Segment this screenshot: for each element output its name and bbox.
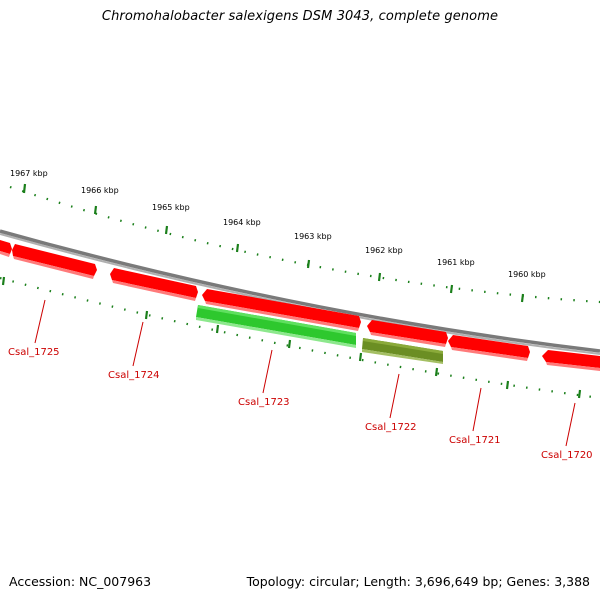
gene-label-csal-1721: Csal_1721 bbox=[449, 435, 501, 446]
gene-shape-csal-1726 bbox=[0, 240, 12, 254]
gene-label-csal-1724: Csal_1724 bbox=[108, 370, 160, 381]
gene-label-csal-1720: Csal_1720 bbox=[541, 450, 593, 461]
lower-scale-ticks bbox=[0, 276, 600, 400]
callout-csal-1720 bbox=[565, 402, 576, 447]
gene-shape-csal-1720-shadow bbox=[546, 362, 600, 371]
scale-labels: 1967 kbp 1966 kbp 1965 kbp 1964 kbp 1963… bbox=[10, 169, 546, 279]
reverse-genes bbox=[196, 305, 443, 364]
scale-label-1963: 1963 kbp bbox=[294, 232, 332, 241]
gene-shape-csal-1724-shadow bbox=[112, 280, 196, 301]
gene-shape-csal-1722-shadow bbox=[362, 349, 443, 364]
gene-shape-csal-1725-shadow bbox=[13, 256, 94, 279]
gene-callouts bbox=[34, 299, 576, 447]
genome-summary-text: Topology: circular; Length: 3,696,649 bp… bbox=[246, 574, 590, 589]
gene-label-csal-1725: Csal_1725 bbox=[8, 347, 60, 358]
scale-label-1960: 1960 kbp bbox=[508, 270, 546, 279]
gene-shape-csal-1725 bbox=[12, 244, 97, 276]
callout-csal-1721 bbox=[472, 387, 482, 432]
accession-text: Accession: NC_007963 bbox=[9, 574, 152, 589]
gene-shape-csal-1723-fwd-shadow bbox=[205, 301, 359, 331]
gene-shape-csal-1724 bbox=[110, 268, 198, 298]
gene-shape-csal-1723-fwd bbox=[202, 289, 361, 328]
gene-shape-csal-1720 bbox=[542, 350, 600, 368]
upper-scale-ticks bbox=[9, 185, 600, 304]
backbone bbox=[0, 229, 600, 353]
gene-shape-csal-1723-highlight bbox=[198, 305, 356, 336]
lower-major-ticks bbox=[1, 276, 582, 399]
callout-csal-1725 bbox=[34, 299, 46, 344]
upper-major-ticks bbox=[22, 183, 525, 303]
gene-shape-csal-1721 bbox=[448, 335, 530, 358]
map-title: Chromohalobacter salexigens DSM 3043, co… bbox=[101, 9, 499, 24]
callout-csal-1723 bbox=[262, 349, 273, 394]
callout-csal-1722 bbox=[389, 373, 400, 419]
scale-label-1964: 1964 kbp bbox=[223, 218, 261, 227]
gene-shape-csal-1722-fwd bbox=[367, 320, 448, 344]
scale-label-1966: 1966 kbp bbox=[81, 186, 119, 195]
gene-labels: Csal_1725 Csal_1724 Csal_1723 Csal_1722 … bbox=[8, 347, 593, 461]
gene-shape-csal-1723-shadow bbox=[196, 317, 356, 348]
gene-shape-csal-1722-highlight bbox=[363, 338, 443, 354]
gene-label-csal-1723: Csal_1723 bbox=[238, 397, 290, 408]
forward-genes bbox=[0, 240, 600, 371]
scale-label-1967: 1967 kbp bbox=[10, 169, 48, 178]
scale-label-1962: 1962 kbp bbox=[365, 246, 403, 255]
gene-shape-csal-1721-shadow bbox=[451, 347, 528, 361]
scale-label-1965: 1965 kbp bbox=[152, 203, 190, 212]
gene-shape-csal-1726-shadow bbox=[0, 251, 10, 257]
gene-label-csal-1722: Csal_1722 bbox=[365, 422, 417, 433]
callout-csal-1724 bbox=[132, 321, 144, 367]
scale-label-1961: 1961 kbp bbox=[437, 258, 475, 267]
gene-shape-csal-1723 bbox=[196, 305, 356, 345]
gene-shape-csal-1722-fwd-shadow bbox=[370, 332, 446, 347]
